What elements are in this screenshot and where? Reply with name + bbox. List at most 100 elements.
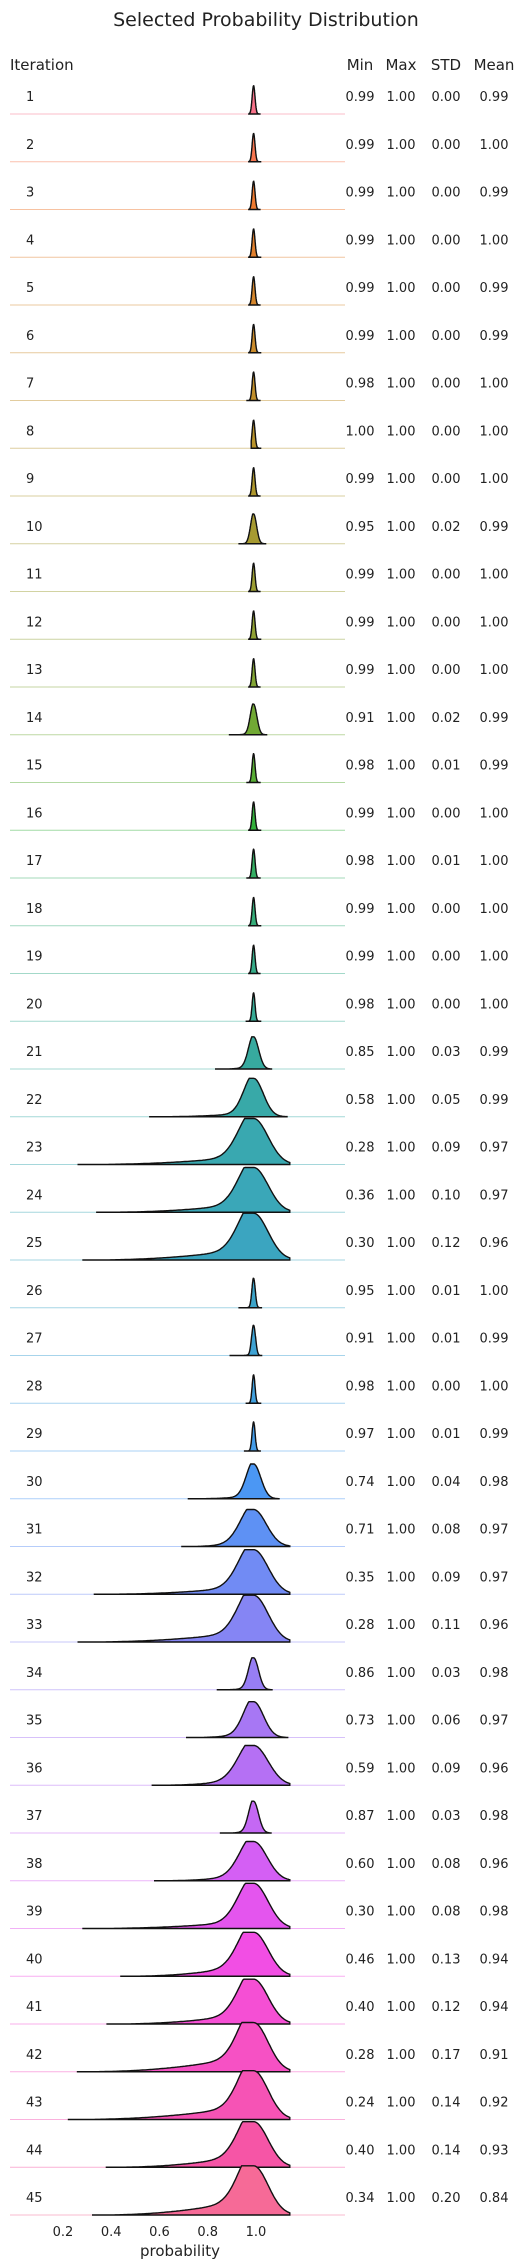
iteration-label: 27 <box>26 1332 43 1347</box>
stat-std: 0.02 <box>432 520 461 535</box>
stat-max: 1.00 <box>387 1379 416 1394</box>
ridge-row: 40 0.46 1.00 0.13 0.94 <box>10 1931 508 1977</box>
stat-mean: 0.99 <box>480 520 509 535</box>
iteration-label: 40 <box>26 1952 43 1967</box>
stat-mean: 1.00 <box>480 568 509 583</box>
iteration-label: 32 <box>26 1570 43 1585</box>
stat-header-std: STD <box>431 56 461 74</box>
iteration-label: 20 <box>26 997 43 1012</box>
ridge-row: 17 0.98 1.00 0.01 1.00 <box>10 848 508 879</box>
stat-std: 0.00 <box>432 186 461 201</box>
stat-mean: 1.00 <box>480 138 509 153</box>
stat-max: 1.00 <box>387 1714 416 1729</box>
iteration-label: 42 <box>26 2048 43 2063</box>
stat-std: 0.03 <box>432 1045 461 1060</box>
ridge-density-37 <box>219 1800 272 1834</box>
stat-mean: 0.91 <box>480 2048 509 2063</box>
stat-mean: 1.00 <box>480 472 509 487</box>
stat-min: 0.36 <box>346 1188 375 1203</box>
stat-mean: 1.00 <box>480 997 509 1012</box>
stat-std: 0.00 <box>432 472 461 487</box>
x-tick-label: 0.6 <box>149 2225 170 2240</box>
ridge-density-17 <box>246 848 261 879</box>
ridge-row: 8 1.00 1.00 0.00 1.00 <box>10 419 508 449</box>
stat-mean: 0.99 <box>480 1093 509 1108</box>
ridge-density-16 <box>248 801 262 831</box>
ridge-row: 12 0.99 1.00 0.00 1.00 <box>10 610 508 640</box>
ridge-density-9 <box>248 467 261 497</box>
ridge-row: 4 0.99 1.00 0.00 1.00 <box>10 228 508 258</box>
stat-mean: 0.99 <box>480 1427 509 1442</box>
stat-min: 0.71 <box>346 1523 375 1538</box>
stat-std: 0.00 <box>432 568 461 583</box>
ridge-density-19 <box>248 944 261 975</box>
ridge-row: 28 0.98 1.00 0.00 1.00 <box>10 1374 508 1404</box>
iteration-label: 18 <box>26 902 43 917</box>
ridge-row: 35 0.73 1.00 0.06 0.97 <box>10 1701 508 1739</box>
stat-min: 0.46 <box>346 1952 375 1967</box>
stat-header-max: Max <box>385 56 416 74</box>
iteration-label: 28 <box>26 1379 43 1394</box>
stat-max: 1.00 <box>387 329 416 344</box>
stat-max: 1.00 <box>387 1093 416 1108</box>
stat-mean: 0.97 <box>480 1188 509 1203</box>
stat-std: 0.08 <box>432 1523 461 1538</box>
stat-min: 0.34 <box>346 2191 375 2206</box>
iteration-label: 10 <box>26 520 43 535</box>
ridge-density-2 <box>248 132 262 163</box>
stat-min: 0.99 <box>346 615 375 630</box>
stat-mean: 0.99 <box>480 329 509 344</box>
stat-max: 1.00 <box>387 1809 416 1824</box>
stat-max: 1.00 <box>387 1332 416 1347</box>
stat-std: 0.00 <box>432 424 461 439</box>
iteration-label: 15 <box>26 759 43 774</box>
stat-min: 0.99 <box>346 233 375 248</box>
stat-min: 0.99 <box>346 663 375 678</box>
stat-min: 0.99 <box>346 806 375 821</box>
stat-min: 0.58 <box>346 1093 375 1108</box>
iteration-label: 35 <box>26 1714 43 1729</box>
stat-min: 0.35 <box>346 1570 375 1585</box>
stat-min: 0.99 <box>346 186 375 201</box>
ridge-density-21 <box>215 1036 273 1070</box>
ridge-row: 7 0.98 1.00 0.00 1.00 <box>10 371 508 402</box>
stat-max: 1.00 <box>387 854 416 869</box>
ridge-row: 39 0.30 1.00 0.08 0.98 <box>10 1882 508 1930</box>
ridge-row: 5 0.99 1.00 0.00 0.99 <box>10 276 508 306</box>
ridge-density-27 <box>229 1324 263 1357</box>
ridge-density-8 <box>250 419 262 449</box>
ridge-density-39 <box>82 1882 291 1930</box>
iteration-label: 12 <box>26 615 43 630</box>
ridge-row: 9 0.99 1.00 0.00 1.00 <box>10 467 509 497</box>
stat-max: 1.00 <box>387 2143 416 2158</box>
stat-max: 1.00 <box>387 1618 416 1633</box>
iteration-label: 2 <box>26 138 34 153</box>
iteration-label: 21 <box>26 1045 43 1060</box>
stat-std: 0.00 <box>432 950 461 965</box>
stat-max: 1.00 <box>387 1475 416 1490</box>
stat-max: 1.00 <box>387 615 416 630</box>
stat-min: 0.91 <box>346 1332 375 1347</box>
ridge-row: 23 0.28 1.00 0.09 0.97 <box>10 1117 508 1166</box>
stat-std: 0.13 <box>432 1952 461 1967</box>
ridge-density-42 <box>76 2021 291 2073</box>
stat-min: 0.98 <box>346 997 375 1012</box>
stat-min: 0.85 <box>346 1045 375 1060</box>
stat-mean: 0.94 <box>480 2000 509 2015</box>
stat-min: 0.95 <box>346 1284 375 1299</box>
stat-max: 1.00 <box>387 377 416 392</box>
ridge-density-22 <box>149 1077 288 1118</box>
iteration-label: 41 <box>26 2000 43 2015</box>
ridge-density-34 <box>216 1657 273 1691</box>
ridge-row: 30 0.74 1.00 0.04 0.98 <box>10 1463 509 1500</box>
stat-min: 0.73 <box>346 1714 375 1729</box>
stat-mean: 0.98 <box>480 1475 509 1490</box>
iteration-label: 37 <box>26 1809 43 1824</box>
stat-max: 1.00 <box>387 233 416 248</box>
stat-min: 0.99 <box>346 950 375 965</box>
iteration-label: 38 <box>26 1857 43 1872</box>
stat-max: 1.00 <box>387 2000 416 2015</box>
ridge-row: 32 0.35 1.00 0.09 0.97 <box>10 1549 508 1595</box>
ridge-row: 10 0.95 1.00 0.02 0.99 <box>10 513 509 545</box>
stat-std: 0.01 <box>432 1332 461 1347</box>
